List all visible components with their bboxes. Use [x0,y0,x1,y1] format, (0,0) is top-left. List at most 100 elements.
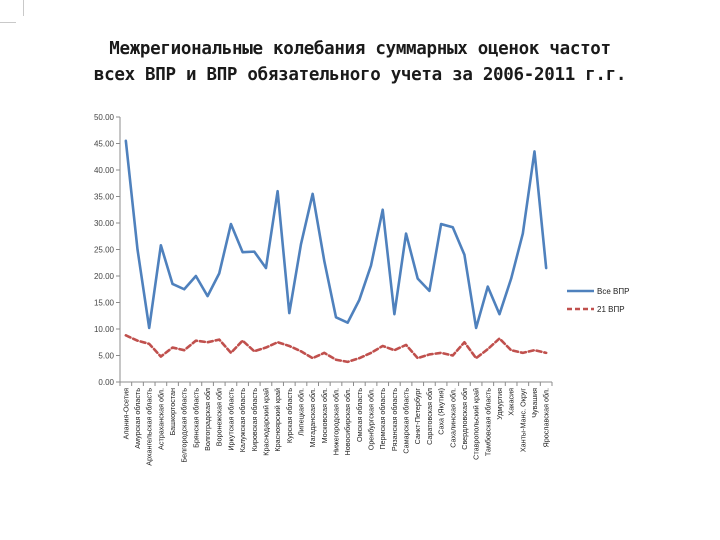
x-tick-label: Липецкая обл. [296,388,305,436]
y-tick-label: 20.00 [94,272,115,281]
data-point [288,345,290,347]
data-point [417,357,419,359]
page-title: Межрегиональные колебания суммарных оцен… [0,36,720,88]
x-tick-label: Волгоградская обл [203,388,212,451]
x-tick-label: Башкортостан [168,388,177,436]
data-point [136,340,139,342]
x-tick-label: Самарская область [402,388,411,454]
data-point [533,150,536,153]
x-tick-label: Ставропольский край [472,388,481,460]
data-point [335,316,337,318]
data-point [510,349,512,351]
data-point [382,209,384,211]
x-tick-label: Ханты-Манс. Округ [518,388,527,452]
data-point [230,352,232,354]
data-point [183,288,185,290]
data-point [171,283,174,285]
x-tick-label: Белгородская область [180,388,189,463]
data-point [428,290,431,292]
title-line-2: всех ВПР и ВПР обязательного учета за 20… [93,65,627,85]
x-tick-label: Воронежская обл [215,388,224,446]
data-point [498,313,501,315]
x-tick-label: Магаданская обл. [308,388,317,447]
data-point [265,346,267,349]
x-tick-label: Архангельская область [145,388,154,466]
x-tick-label: Амурская область [133,388,142,449]
data-point [253,350,255,352]
legend-label: 21 ВПР [597,305,625,314]
data-point [136,248,139,251]
x-tick-label: Саха (Якутия) [437,388,446,435]
data-point [463,254,466,256]
data-point [277,190,279,192]
x-tick-label: Рязанская область [390,388,399,451]
data-point [452,226,454,228]
x-tick-label: Пермская область [378,388,387,450]
data-point [300,243,302,245]
data-point [405,344,407,346]
x-tick-label: Сахалинская обл. [448,388,457,448]
data-point [160,355,162,358]
y-tick-label: 40.00 [94,166,115,175]
x-tick-label: Краснодарский край [261,388,270,456]
data-point [522,233,524,235]
data-point [300,350,302,352]
data-point [335,359,337,361]
data-point [206,341,209,343]
data-point [312,357,314,359]
data-point [241,340,244,342]
data-point [358,299,360,301]
data-point [358,357,360,359]
data-point [148,327,150,329]
data-point [452,354,454,357]
data-point [288,312,290,314]
data-point [463,341,466,343]
data-point [218,272,220,274]
y-tick-label: 25.00 [94,246,115,255]
data-point [265,267,267,269]
x-tick-label: Иркутская область [226,388,235,451]
x-tick-label: Новосибирская обл. [343,388,352,455]
data-point [241,251,244,253]
data-point [440,352,442,354]
y-tick-label: 5.00 [98,352,114,361]
x-tick-label: Санкт-Петербург [413,388,422,445]
data-point [125,334,127,336]
y-tick-label: 30.00 [94,219,115,228]
data-point [428,353,431,356]
x-tick-label: Ярославская обл. [542,388,551,447]
x-tick-label: Свердловская обл [460,388,469,450]
data-point [312,193,314,195]
y-tick-label: 10.00 [94,325,115,334]
corner-decor-top [23,0,24,16]
data-point [487,286,489,288]
data-point [206,295,209,297]
x-tick-label: Чувашия [530,388,539,418]
x-tick-label: Хакасия [507,388,516,416]
x-tick-label: Тамбовская область [483,388,492,456]
series-line-21-vpr [124,334,548,364]
y-tick-label: 50.00 [94,113,115,122]
x-tick-label: Оренбургская обл. [367,388,376,450]
data-point [160,244,162,246]
data-point [522,352,524,354]
data-point [393,349,395,351]
data-point [405,233,407,235]
x-tick-label: Алания-Осетия [121,388,130,440]
series-line-vse-vpr [124,139,548,330]
data-point [183,349,185,351]
data-point [440,223,442,225]
legend-label: Все ВПР [597,287,629,296]
x-tick-label: Курская область [285,388,294,443]
data-point [323,260,325,262]
x-tick-label: Астраханская обл. [156,388,165,450]
x-tick-label: Нижегородская обл. [332,388,341,455]
data-point [230,223,232,225]
data-point [510,278,512,280]
x-tick-label: Брянская область [191,388,200,448]
data-point [125,140,127,142]
x-tick-label: Саратовская обл [425,388,434,445]
x-tick-label: Красноярский край [273,388,282,452]
data-point [370,352,372,354]
